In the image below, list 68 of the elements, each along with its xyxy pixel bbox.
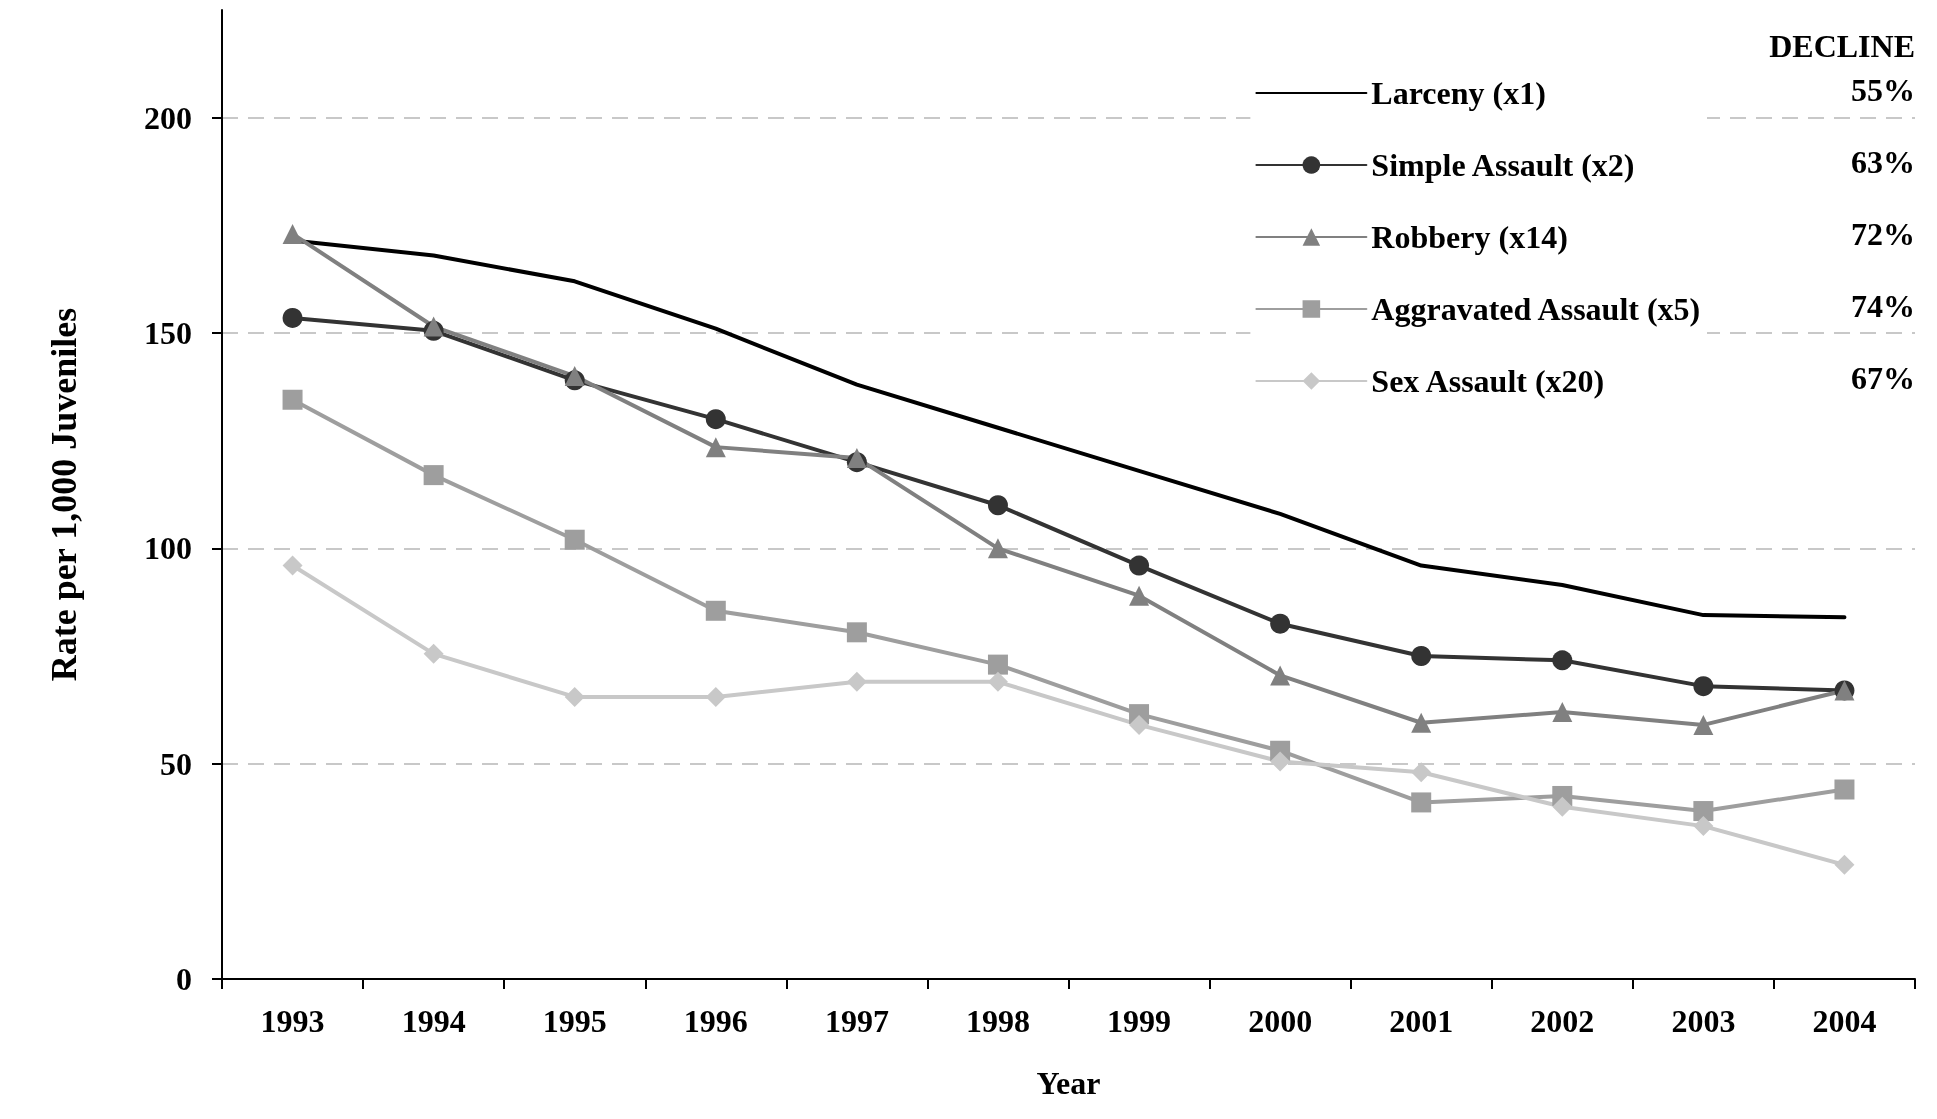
x-tick-label: 1998 [965,1003,1030,1039]
x-tick-label: 1993 [260,1003,325,1039]
x-tick-label: 1995 [542,1003,607,1039]
point [846,622,867,643]
point [705,409,726,430]
y-tick-label: 200 [144,99,192,136]
x-tick-label: 2002 [1530,1003,1595,1039]
point [1270,665,1291,686]
point [1693,816,1714,837]
y-tick-label: 0 [176,961,192,997]
annotation: DECLINE [1769,28,1915,64]
x-tick-label: 2001 [1389,1003,1454,1039]
x-tick-label: 2003 [1671,1003,1736,1039]
point [846,447,867,468]
legend-label: Larceny (x1) [1371,75,1546,111]
point [1693,801,1714,822]
point [705,686,726,707]
legend-label: Simple Assault (x2) [1371,147,1635,183]
point [987,538,1008,559]
y-tick-label: 50 [160,745,192,782]
x-tick-label: 1994 [401,1003,466,1039]
point [564,529,585,550]
legend-label: Aggravated Assault (x5) [1371,291,1701,327]
point [282,555,303,576]
legend-label: Sex Assault (x20) [1371,363,1605,399]
point [423,643,444,664]
x-tick-label: 1996 [683,1003,748,1039]
point [1552,701,1573,722]
point [1411,762,1432,783]
point [564,686,585,707]
annotation: 63% [1851,144,1915,180]
point [282,223,303,244]
point [1270,751,1291,772]
point [282,307,303,328]
y-axis-title: Rate per 1,000 Juveniles [44,307,84,682]
point [846,671,867,692]
point [1411,646,1432,666]
point [1129,714,1150,735]
annotation: 55% [1851,72,1915,108]
point [987,495,1008,516]
y-tick-label: 100 [144,530,192,567]
point [705,600,726,621]
point [423,465,444,486]
annotation: 72% [1851,216,1915,252]
annotation: 67% [1851,360,1915,396]
point [705,437,726,458]
point [987,654,1008,675]
x-tick-label: 2004 [1812,1003,1877,1039]
x-tick-label: 2000 [1248,1003,1313,1039]
x-tick-label: 1997 [824,1003,889,1039]
point [1411,792,1432,813]
point [1129,585,1150,606]
x-tick-label: 1999 [1107,1003,1172,1039]
x-axis-title: Year [1036,1065,1101,1101]
point [1129,555,1150,576]
point [1834,779,1855,800]
point [1552,796,1573,817]
legend-label: Robbery (x14) [1371,219,1568,255]
point [1693,714,1714,735]
point [987,671,1008,692]
point [1552,650,1573,671]
point [1693,676,1714,697]
point [1411,712,1432,733]
y-tick-label: 150 [144,315,192,351]
point [1270,613,1291,634]
annotation: 74% [1851,288,1915,324]
point [1834,854,1855,875]
point [282,389,303,410]
